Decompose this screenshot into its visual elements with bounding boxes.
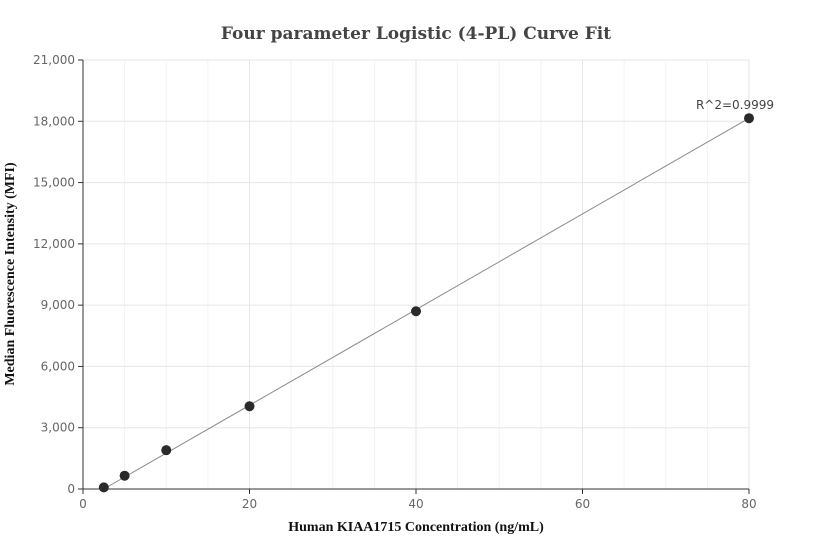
y-tick-label: 21,000 bbox=[33, 53, 75, 67]
fit-curve-group bbox=[103, 117, 750, 490]
data-point bbox=[161, 445, 172, 456]
axes: 0 3,000 6,000 9,000 12,000 15,000 18,000 21,000… bbox=[33, 53, 757, 511]
r-squared-label: R^2=0.9999 bbox=[696, 98, 774, 112]
y-tick-label: 0 bbox=[67, 482, 75, 496]
y-tick-label: 6,000 bbox=[41, 359, 75, 373]
data-point bbox=[411, 306, 421, 317]
x-tick-label: 0 bbox=[79, 497, 87, 511]
x-tick-label: 20 bbox=[242, 497, 257, 511]
x-tick-label: 80 bbox=[741, 497, 756, 511]
annotations: R^2=0.9999 bbox=[696, 98, 774, 112]
y-axis-title: Median Fluorescence Intensity (MFI) bbox=[3, 162, 18, 386]
data-point bbox=[119, 470, 130, 481]
data-points bbox=[98, 113, 754, 493]
fit-curve bbox=[103, 117, 750, 490]
y-tick-label: 3,000 bbox=[41, 421, 75, 435]
chart-title: Four parameter Logistic (4-PL) Curve Fit bbox=[221, 24, 611, 44]
y-tick-label: 12,000 bbox=[33, 237, 75, 251]
grid bbox=[83, 59, 750, 489]
x-tick-label: 60 bbox=[575, 497, 590, 511]
x-axis-title: Human KIAA1715 Concentration (ng/mL) bbox=[288, 520, 544, 535]
y-tick-label: 15,000 bbox=[33, 176, 75, 190]
data-point bbox=[244, 401, 255, 412]
data-point bbox=[98, 482, 109, 493]
y-tick-label: 18,000 bbox=[33, 114, 75, 128]
y-tick-label: 9,000 bbox=[41, 298, 75, 312]
data-point bbox=[744, 113, 754, 124]
x-tick-label: 40 bbox=[408, 497, 423, 511]
